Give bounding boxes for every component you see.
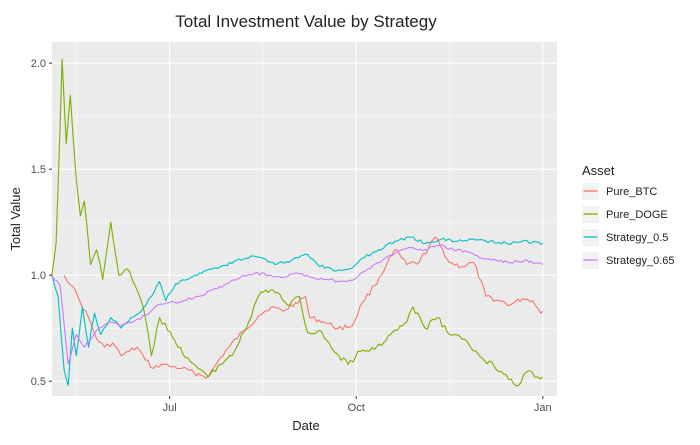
x-tick-label: Oct <box>348 402 365 414</box>
series-line-pure-doge <box>51 58 544 387</box>
x-axis: Jul Oct Jan <box>163 396 552 414</box>
plot-panel <box>52 42 557 396</box>
legend-item-label: Strategy_0.65 <box>606 255 675 267</box>
minor-gridlines <box>52 42 557 396</box>
major-gridlines <box>52 42 557 396</box>
y-tick-label: 1.5 <box>31 164 46 176</box>
legend-item-label: Pure_BTC <box>606 186 657 198</box>
series-lines <box>51 58 544 387</box>
y-axis: 0.5 1.0 1.5 2.0 <box>31 58 52 388</box>
x-tick-label: Jan <box>534 402 552 414</box>
legend: Asset Pure_BTC Pure_DOGE Strategy_0.5 Strat… <box>582 163 675 269</box>
series-line-strategy-0-5 <box>51 236 543 386</box>
x-axis-label: Date <box>292 418 319 433</box>
legend-item-label: Pure_DOGE <box>606 209 668 221</box>
series-line-pure-btc <box>63 236 544 379</box>
chart-title: Total Investment Value by Strategy <box>175 12 437 31</box>
legend-title: Asset <box>582 163 615 178</box>
y-tick-label: 2.0 <box>31 58 46 70</box>
x-tick-label: Jul <box>163 402 177 414</box>
y-tick-label: 1.0 <box>31 270 46 282</box>
y-tick-label: 0.5 <box>31 376 46 388</box>
series-line-strategy-0-65 <box>51 244 544 365</box>
y-axis-label: Total Value <box>8 187 23 250</box>
legend-item-label: Strategy_0.5 <box>606 232 668 244</box>
